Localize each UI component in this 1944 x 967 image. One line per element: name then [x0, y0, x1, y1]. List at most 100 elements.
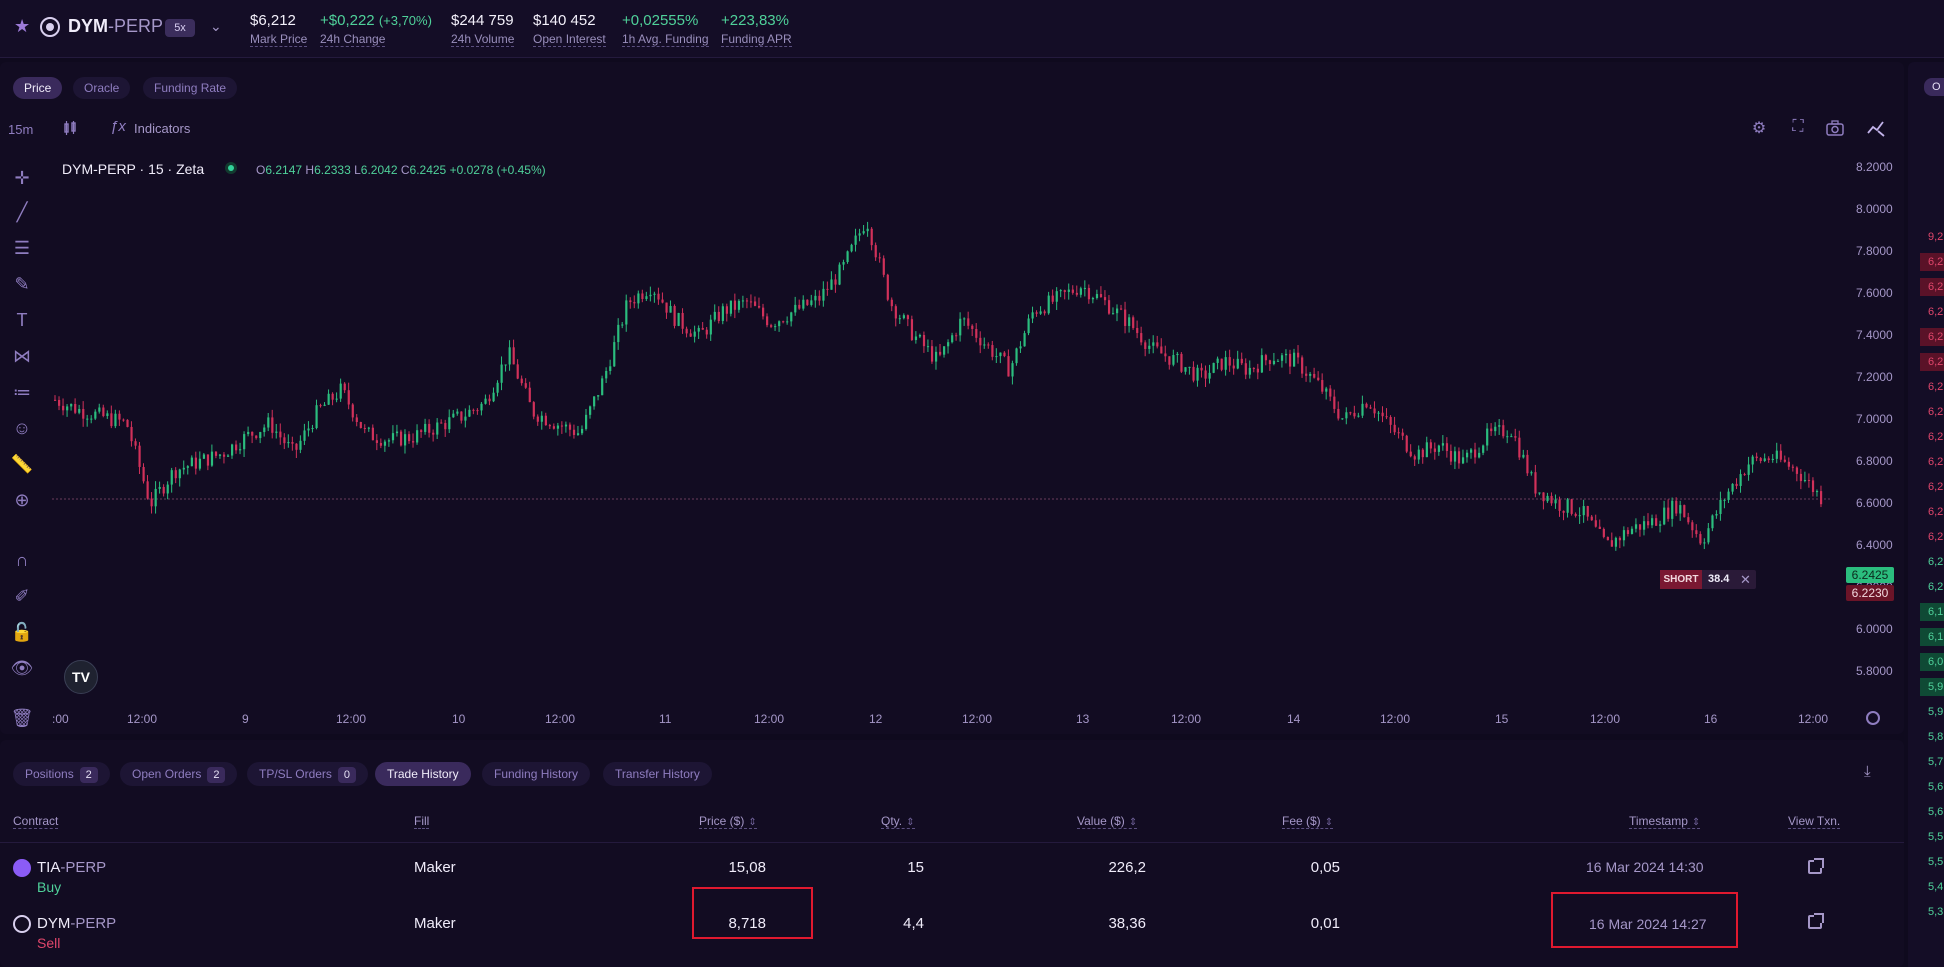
orderbook-price[interactable]: 5,4 — [1928, 881, 1944, 893]
orderbook-price[interactable]: 6,2 — [1928, 581, 1944, 593]
sort-icon[interactable]: ⇕ — [906, 817, 915, 828]
chart-trading-icon[interactable] — [1866, 118, 1886, 138]
candle-body — [862, 231, 865, 234]
indicators-fx-icon[interactable]: ƒx — [110, 118, 126, 135]
sort-icon[interactable]: ⇕ — [1691, 817, 1701, 828]
orderbook-price[interactable]: 6,2 — [1928, 556, 1944, 568]
emoji-icon[interactable]: ☺ — [12, 418, 32, 438]
tab-oracle[interactable]: Oracle — [73, 77, 131, 99]
orderbook-price[interactable]: 6,2 — [1928, 531, 1944, 543]
price-chart[interactable] — [52, 150, 1832, 702]
orderbook-price[interactable]: 6,2 — [1928, 381, 1944, 393]
interval-selector[interactable]: 15m — [8, 122, 34, 137]
tab-positions[interactable]: Positions 2 — [13, 762, 110, 786]
orderbook-price[interactable]: 5,3 — [1928, 906, 1944, 918]
orderbook-price[interactable]: 6,0 — [1920, 653, 1944, 671]
orderbook-price[interactable]: 5,8 — [1928, 731, 1944, 743]
orderbook-price[interactable]: 6,2 — [1920, 353, 1944, 371]
orderbook-price[interactable]: 5,5 — [1928, 856, 1944, 868]
brush-icon[interactable]: ✎ — [14, 274, 30, 294]
horizontal-lines-icon[interactable]: ☰ — [13, 238, 31, 258]
candle-body — [1486, 428, 1489, 446]
trash-icon[interactable]: 🗑 — [10, 708, 34, 728]
download-icon[interactable]: ⤓ — [1864, 763, 1871, 780]
market-selector[interactable]: DYM-PERP — [68, 16, 163, 37]
stat-label[interactable]: Open Interest — [533, 32, 606, 47]
candle-body — [327, 393, 330, 405]
tradingview-logo-icon[interactable]: TV — [64, 660, 98, 694]
crosshair-icon[interactable]: ✛ — [14, 168, 30, 188]
orderbook-price[interactable]: 5,9 — [1928, 706, 1944, 718]
magnet-icon[interactable]: ∩ — [15, 550, 29, 570]
tab-price[interactable]: Price — [13, 77, 63, 99]
orderbook-price[interactable]: 6,2 — [1920, 328, 1944, 346]
orderbook-price[interactable]: 6,2 — [1928, 306, 1944, 318]
eye-icon[interactable]: 👁 — [10, 658, 34, 678]
orderbook-price[interactable]: 6,2 — [1920, 278, 1944, 296]
text-tool-icon[interactable]: T — [16, 310, 28, 330]
candle-body — [798, 304, 801, 309]
lock-drawing-icon[interactable]: ✐ — [14, 586, 30, 606]
orderbook-price[interactable]: 5,9 — [1920, 678, 1944, 696]
stat-label[interactable]: 24h Volume — [451, 32, 515, 47]
orderbook-price[interactable]: 6,2 — [1928, 431, 1944, 443]
trend-line-icon[interactable]: ╱ — [16, 202, 28, 222]
external-link-icon[interactable] — [1808, 858, 1824, 874]
tab-trade-history[interactable]: Trade History — [375, 762, 471, 786]
orderbook-price[interactable]: 6,2 — [1928, 481, 1944, 493]
orderbook-price[interactable]: 6,1 — [1920, 603, 1944, 621]
candle-body — [649, 294, 652, 297]
candle-body — [721, 306, 724, 321]
orderbook-price[interactable]: 6,1 — [1920, 628, 1944, 646]
ruler-icon[interactable]: 📏 — [10, 454, 34, 474]
candle-body — [1152, 342, 1155, 346]
stat-label[interactable]: 1h Avg. Funding — [622, 32, 709, 47]
orderbook-price[interactable]: 5,5 — [1928, 831, 1944, 843]
forecast-tool-icon[interactable]: ≔ — [13, 382, 31, 402]
fullscreen-icon[interactable]: ⛶ — [1792, 118, 1804, 135]
orderbook-price[interactable]: 5,6 — [1928, 781, 1944, 793]
candle-body — [536, 416, 539, 422]
sort-icon[interactable]: ⇕ — [1324, 817, 1334, 828]
tab-tpsl-orders[interactable]: TP/SL Orders 0 — [247, 762, 368, 786]
tab-open-orders[interactable]: Open Orders 2 — [120, 762, 238, 786]
col-price[interactable]: Price ($) ⇕ — [699, 814, 757, 829]
tab-transfer-history[interactable]: Transfer History — [603, 762, 712, 786]
pattern-tool-icon[interactable]: ⋈ — [13, 346, 31, 366]
sort-icon[interactable]: ⇕ — [748, 817, 757, 828]
chevron-down-icon[interactable]: ⌄ — [210, 18, 222, 34]
close-icon[interactable]: ✕ — [1740, 572, 1751, 587]
stat-label[interactable]: Funding APR — [721, 32, 792, 47]
favorite-star-icon[interactable]: ★ — [14, 16, 31, 36]
col-timestamp[interactable]: Timestamp ⇕ — [1629, 814, 1701, 829]
stat-label[interactable]: Mark Price — [250, 32, 308, 47]
indicators-button[interactable]: Indicators — [134, 121, 191, 136]
axis-settings-icon[interactable] — [1866, 711, 1880, 725]
candle-body — [1228, 357, 1231, 366]
orderbook-price[interactable]: 6,2 — [1928, 506, 1944, 518]
col-qty[interactable]: Qty. ⇕ — [881, 814, 915, 829]
camera-icon[interactable] — [1825, 118, 1845, 138]
col-value[interactable]: Value ($) ⇕ — [1077, 814, 1138, 829]
orderbook-price[interactable]: 9,2 — [1928, 231, 1944, 243]
candle-type-icon[interactable] — [62, 120, 78, 136]
orderbook-price[interactable]: 6,2 — [1928, 406, 1944, 418]
orderbook-price[interactable]: 6,2 — [1928, 456, 1944, 468]
col-fee[interactable]: Fee ($) ⇕ — [1282, 814, 1334, 829]
orderbook-tab[interactable]: O — [1924, 78, 1944, 96]
col-contract[interactable]: Contract — [13, 814, 59, 829]
sort-icon[interactable]: ⇕ — [1128, 817, 1138, 828]
settings-gear-icon[interactable]: ⚙ — [1751, 120, 1767, 137]
orderbook-price[interactable]: 6,2 — [1920, 253, 1944, 271]
external-link-icon[interactable] — [1808, 913, 1824, 929]
stat-label[interactable]: 24h Change — [320, 32, 386, 47]
col-fill[interactable]: Fill — [414, 814, 430, 829]
orderbook-price[interactable]: 5,6 — [1928, 806, 1944, 818]
orderbook-price[interactable]: 5,7 — [1928, 756, 1944, 768]
unlock-icon[interactable]: 🔓 — [10, 622, 34, 642]
x-tick-label: 12:00 — [1590, 712, 1621, 726]
position-line-label[interactable]: SHORT 38.4 ✕ — [1660, 570, 1756, 589]
tab-funding-rate[interactable]: Funding Rate — [143, 77, 238, 99]
zoom-in-icon[interactable]: ⊕ — [14, 490, 30, 510]
tab-funding-history[interactable]: Funding History — [482, 762, 591, 786]
